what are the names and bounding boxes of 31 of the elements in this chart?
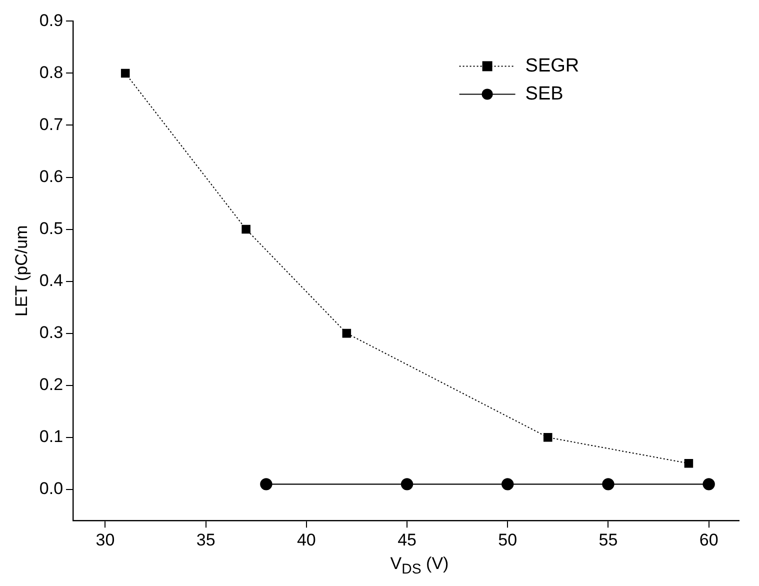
y-tick-label: 0.1	[39, 427, 64, 446]
point	[684, 458, 694, 468]
x-tick-label: 45	[398, 530, 416, 550]
legend-label: SEGR	[525, 55, 580, 76]
x-tick-label: 30	[96, 530, 115, 550]
y-tick-label: 0.5	[39, 218, 64, 238]
x-tick-label: 55	[598, 530, 618, 550]
point	[400, 478, 414, 490]
y-tick-label: 0.9	[39, 10, 64, 30]
point	[502, 478, 514, 490]
y-tick-label: 0.8	[39, 62, 64, 82]
y-tick-label: 0.7	[39, 114, 64, 134]
y-tick-label: 0.4	[39, 270, 64, 290]
point	[242, 224, 250, 234]
point	[342, 328, 352, 338]
y-axis-title: LET (pC/um	[12, 225, 31, 317]
point	[702, 478, 715, 490]
x-tick-label: 60	[699, 530, 718, 550]
point	[260, 478, 272, 490]
x-tick-label: 50	[498, 530, 518, 550]
point	[543, 432, 552, 442]
y-tick-label: 0.3	[39, 323, 64, 342]
y-tick-label: 0.6	[39, 166, 64, 186]
point	[120, 68, 130, 78]
y-tick-label: 0.0	[39, 479, 64, 498]
x-tick-label: 35	[196, 530, 216, 550]
y-tick-label: 0.2	[39, 375, 64, 394]
x-axis-title: V$_{DS}$ (V)	[389, 554, 450, 578]
legend-label: SEB	[525, 83, 564, 104]
x-tick-label: 40	[296, 530, 316, 550]
point	[602, 478, 614, 490]
